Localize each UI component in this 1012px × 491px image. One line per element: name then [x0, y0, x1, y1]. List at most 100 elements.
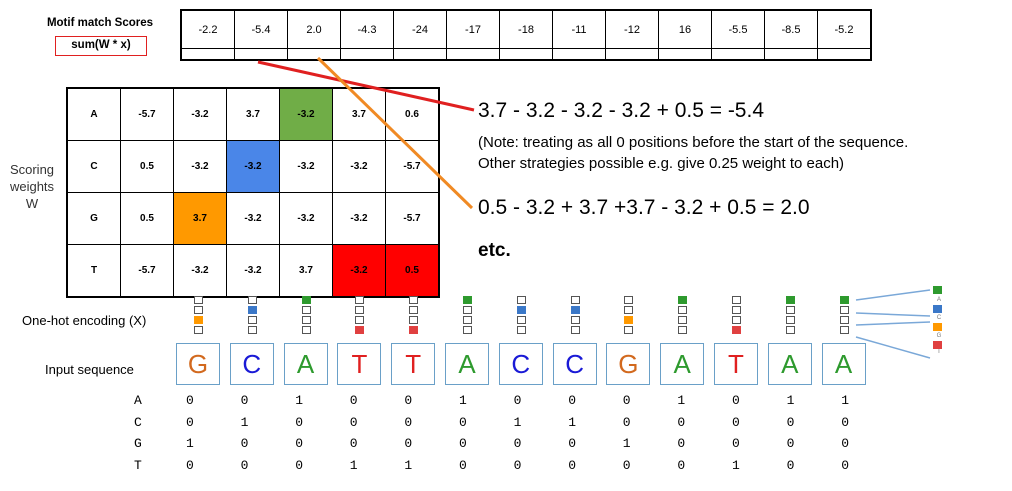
- weight-cell: -3.2: [226, 192, 280, 245]
- score-blank-cell: [764, 48, 818, 61]
- weight-cell: -5.7: [385, 192, 440, 245]
- matrix-cell: 0: [240, 393, 249, 408]
- matrix-cell: 0: [295, 414, 303, 430]
- matrix-cell: 0: [240, 436, 249, 451]
- onehot-square: [570, 306, 580, 314]
- matrix-cell: 1: [404, 457, 413, 473]
- matrix-cell: 1: [349, 457, 358, 473]
- sequence-letter-box: A: [821, 343, 866, 385]
- matrix-cell: 0: [404, 436, 413, 451]
- onehot-square: [624, 296, 634, 304]
- sequence-letter-box: C: [552, 343, 597, 385]
- score-cell: 2.0: [287, 9, 341, 49]
- score-cell: -2.2: [180, 9, 235, 49]
- onehot-square: [194, 296, 203, 304]
- onehot-column: [194, 296, 203, 336]
- matrix-row-label: G: [134, 436, 142, 451]
- legend-swatch-g: [933, 323, 942, 331]
- legend-swatch-a: [933, 286, 942, 294]
- onehot-square: [516, 326, 526, 334]
- scores-table: -2.2 -5.4 2.0 -4.3 -24 -17 -18 -11 -12 1…: [180, 9, 872, 61]
- matrix-cell: 0: [568, 393, 576, 408]
- matrix-cell: 0: [349, 414, 358, 430]
- legend-swatch-t: [933, 341, 942, 349]
- onehot-square: [785, 306, 795, 314]
- weight-cell-highlight: -3.2: [279, 87, 333, 141]
- onehot-square: [194, 326, 203, 334]
- onehot-legend: A C G T: [933, 286, 945, 355]
- matrix-cell: 0: [404, 393, 413, 408]
- scores-label: Motif match Scores: [46, 17, 154, 29]
- onehot-column: [247, 296, 257, 336]
- matrix-cell: 1: [459, 393, 467, 408]
- matrix-cell: 0: [295, 436, 303, 451]
- matrix-cell: 1: [677, 393, 686, 408]
- weight-cell: -3.2: [332, 192, 386, 245]
- matrix-cell: 0: [841, 414, 849, 430]
- legend-label-g: G: [936, 333, 942, 339]
- onehot-square: [516, 296, 526, 304]
- matrix-cell: 1: [786, 393, 795, 408]
- onehot-square: [732, 296, 741, 304]
- sequence-letter-box: G: [606, 343, 651, 385]
- score-cell: -11: [552, 9, 606, 49]
- onehot-column: [409, 296, 419, 336]
- red-connector-line: [257, 60, 475, 112]
- matrix-cell: 0: [513, 393, 522, 408]
- legend-label-a: A: [936, 297, 941, 303]
- sequence-letter-box: A: [767, 343, 812, 385]
- onehot-column: [355, 296, 365, 336]
- note-line-1: (Note: treating as all 0 positions befor…: [478, 134, 909, 151]
- weight-cell-highlight: -3.2: [226, 140, 280, 193]
- onehot-square: [516, 306, 526, 314]
- weight-cell-highlight: -3.2: [332, 244, 386, 298]
- weight-cell: 0.5: [120, 192, 174, 245]
- onehot-square: [301, 306, 311, 314]
- matrix-cell: 0: [513, 436, 522, 451]
- matrix-cell: 0: [841, 436, 849, 451]
- legend-arrows: [855, 289, 931, 359]
- onehot-square: [624, 316, 634, 324]
- equation-2: 0.5 - 3.2 + 3.7 +3.7 - 3.2 + 0.5 = 2.0: [478, 196, 810, 219]
- onehot-square: [301, 316, 311, 324]
- onehot-column: [570, 296, 580, 336]
- matrix-cell: 0: [732, 393, 740, 408]
- weights-label-line: W: [25, 196, 39, 211]
- onehot-square: [463, 316, 472, 324]
- matrix-cell: 0: [786, 414, 795, 430]
- matrix-cell: 1: [841, 393, 849, 408]
- score-cell: -5.2: [817, 9, 872, 49]
- matrix-cell: 0: [732, 436, 740, 451]
- matrix-cell: 0: [459, 436, 467, 451]
- matrix-cell: 0: [568, 457, 576, 473]
- onehot-square: [409, 326, 419, 334]
- onehot-column: [678, 296, 688, 336]
- onehot-column: [624, 296, 634, 336]
- onehot-square: [301, 296, 311, 304]
- onehot-square: [194, 306, 203, 314]
- weight-cell: 0.5: [120, 140, 174, 193]
- onehot-square: [678, 326, 688, 334]
- sequence-letter-box: T: [391, 343, 436, 385]
- matrix-cell: 0: [677, 414, 686, 430]
- onehot-square: [785, 326, 795, 334]
- onehot-square: [570, 316, 580, 324]
- matrix-cell: 1: [732, 457, 740, 473]
- sequence-letter-box: A: [660, 343, 705, 385]
- onehot-square: [355, 306, 365, 314]
- matrix-cell: 0: [513, 457, 522, 473]
- onehot-square: [570, 326, 580, 334]
- onehot-square: [785, 316, 795, 324]
- onehot-square: [463, 296, 472, 304]
- matrix-cell: 1: [513, 414, 522, 430]
- onehot-square: [247, 296, 257, 304]
- onehot-square: [678, 316, 688, 324]
- weight-cell: -3.2: [279, 192, 333, 245]
- onehot-column: [463, 296, 472, 336]
- legend-label-t: T: [937, 349, 941, 355]
- onehot-square: [463, 326, 472, 334]
- onehot-square: [624, 306, 634, 314]
- score-blank-cell: [817, 48, 872, 61]
- score-cell: -8.5: [764, 9, 818, 49]
- matrix-cell: 0: [677, 457, 686, 473]
